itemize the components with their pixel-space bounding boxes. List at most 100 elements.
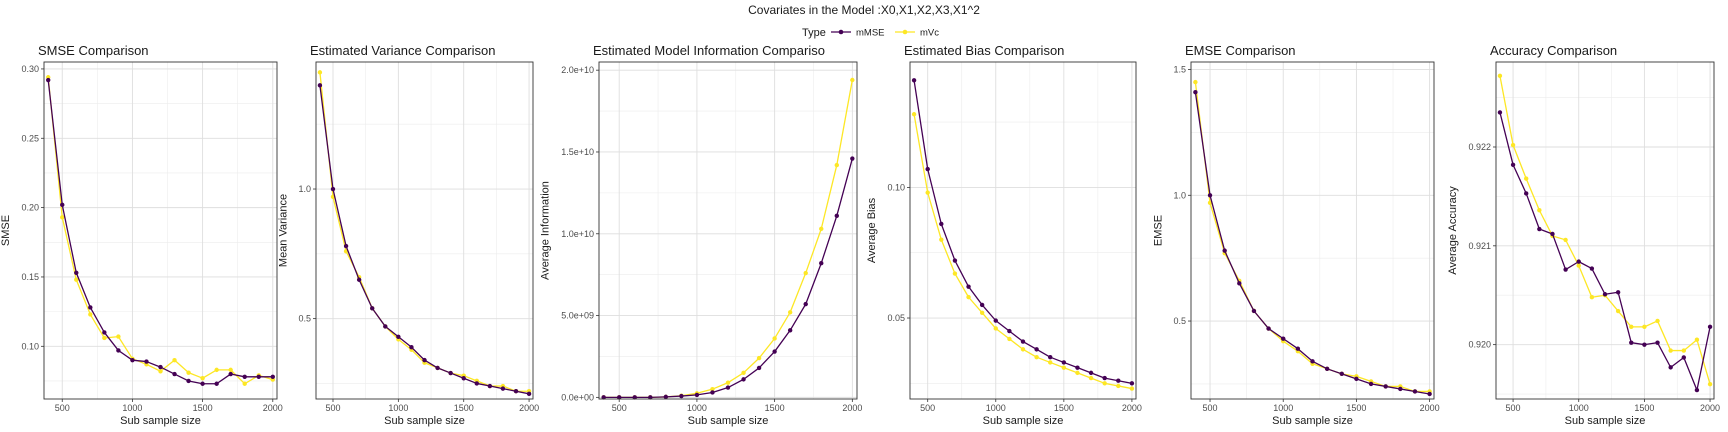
data-point-mvc [819,226,824,232]
data-point-mvc [1694,337,1700,342]
data-point-mmse [1642,342,1647,347]
y-axis-label: Average Accuracy [1447,186,1459,275]
gridlines [599,62,857,399]
data-point-mmse [617,395,622,400]
panel-title: Estimated Model Information Compariso [593,43,825,58]
plot-background [44,62,277,399]
gridlines [910,62,1136,399]
data-point-mmse [270,374,275,380]
x-tick-label: 2000 [1122,403,1142,413]
x-tick-label: 500 [1203,403,1218,413]
x-axis-label: Sub sample size [1272,415,1353,427]
x-tick-label: 1500 [1054,403,1074,413]
y-tick-label: 0.5 [298,314,311,324]
data-point-mmse [966,284,971,289]
data-point-mmse [330,186,336,192]
data-point-mmse [679,393,684,399]
data-point-mmse [1563,267,1568,272]
data-point-mvc [172,357,177,363]
data-point-mmse [1116,378,1121,383]
legend-key-point-mMSE [838,29,844,35]
legend-key-point-mVc [902,29,908,35]
data-point-mmse [1668,365,1673,370]
y-axis: 0.05 0.10 Average Bias [866,182,910,323]
data-point-mvc [1129,386,1135,391]
data-point-mmse [356,277,362,282]
gridlines [1496,62,1714,399]
y-tick-label: 0.920 [1468,340,1491,350]
data-point-mvc [1642,324,1647,330]
series-mmse [601,156,855,400]
data-point-mmse [1339,371,1344,377]
data-point-mmse [116,348,121,353]
panel-title: Accuracy Comparison [1490,43,1617,58]
data-point-mmse [787,328,793,333]
y-tick-label: 0.25 [21,133,39,143]
data-point-mmse [1310,359,1315,364]
data-point-mvc [911,112,917,117]
x-axis: 500 1000 1500 2000 Sub sample size [325,399,539,427]
data-point-mmse [1266,326,1271,331]
y-tick-label: 0.0e+00 [561,392,594,402]
data-point-mmse [46,77,51,83]
data-point-mmse [1602,292,1608,297]
data-point-mvc [834,162,839,168]
data-point-mvc [200,375,205,381]
data-point-mvc [939,237,944,242]
legend: Type mMSE mVc [802,27,939,39]
data-point-mmse [1034,347,1039,352]
data-point-mmse [1694,387,1700,393]
plot-background [1496,62,1714,399]
x-tick-label: 1000 [122,403,142,413]
data-point-mvc [966,294,971,300]
data-point-mmse [256,374,261,380]
panel-estimated-bias-comparison: 500 1000 1500 2000 Sub sample size 0.05 0.10 Av… [866,43,1142,427]
data-point-mmse [1324,366,1330,372]
y-axis-label: SMSE [0,215,12,246]
data-point-mmse [102,330,107,335]
data-point-mmse [1368,381,1374,387]
panel-title: SMSE Comparison [38,43,149,58]
data-point-mvc [1655,318,1660,324]
figure-title: Covariates in the Model :X0,X1,X2,X3,X1^… [748,3,980,17]
y-axis-label: Mean Variance [277,194,289,267]
data-point-mmse [601,395,606,400]
data-point-mmse [1497,110,1503,115]
data-point-mmse [803,301,808,307]
data-point-mvc [772,336,777,341]
x-tick-label: 1500 [1634,403,1654,413]
data-point-mvc [1681,348,1686,353]
legend-label-mVc: mVc [920,28,939,39]
panel-border [909,61,1137,400]
data-point-mmse [632,395,637,400]
y-axis-label: Average Information [540,181,552,280]
data-point-mvc [1629,324,1634,330]
data-point-mmse [694,392,700,398]
y-axis: 0.10 0.15 0.20 0.25 0.30 SMSE [0,64,44,351]
data-point-mmse [1007,328,1012,334]
y-tick-label: 0.30 [21,64,39,74]
data-point-mmse [242,374,247,380]
data-point-mmse [911,78,917,83]
panel-title: Estimated Bias Comparison [904,43,1064,58]
data-point-mmse [422,357,427,363]
data-point-mmse [435,365,440,371]
x-tick-label: 2000 [263,403,283,413]
data-point-mmse [158,364,163,370]
panel-estimated-model-information-compariso: 500 1000 1500 2000 Sub sample size 0.0e+00 5.0… [540,43,863,427]
data-point-mvc [1034,355,1039,360]
y-tick-label: 0.921 [1468,241,1491,251]
data-point-mmse [474,381,479,386]
y-axis: 0.5 1.0 Mean Variance [277,184,316,324]
data-point-mmse [1629,340,1634,345]
data-point-mmse [144,359,149,364]
data-point-mvc [725,380,731,385]
x-tick-label: 2000 [519,403,539,413]
series-mmse [317,83,532,397]
x-axis: 500 1000 1500 2000 Sub sample size [1203,399,1440,427]
data-point-mvc [1061,365,1067,370]
y-tick-label: 1.5e+10 [561,147,594,157]
data-point-mmse [925,166,930,172]
